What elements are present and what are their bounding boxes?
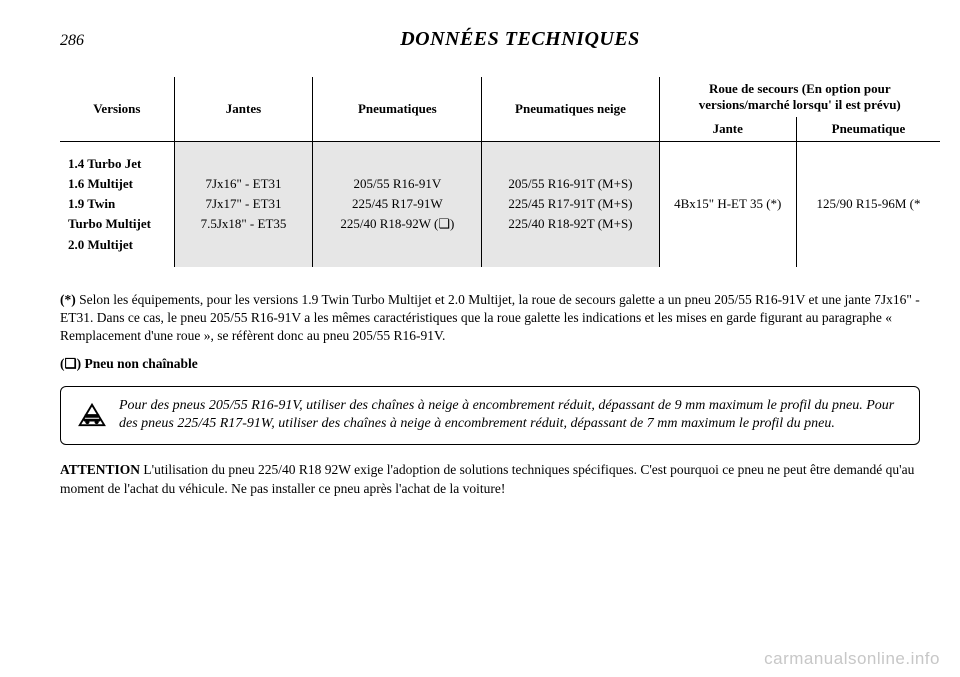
th-jante: Jante — [659, 117, 796, 142]
th-pneu-neige: Pneumatiques neige — [482, 77, 659, 142]
page-title: DONNÉES TECHNIQUES — [120, 28, 920, 51]
td-pneu-neige: 205/55 R16-91T (M+S) 225/45 R17-91T (M+S… — [482, 142, 659, 267]
specs-table: Versions Jantes Pneumatiques Pneumatique… — [60, 77, 940, 267]
attention-text: L'utilisation du pneu 225/40 R18 92W exi… — [60, 462, 914, 496]
note-star: (*) (*) Selon les équipements, pour les … — [60, 291, 920, 346]
td-pneu-roue: 125/90 R15-96M (* — [796, 142, 940, 267]
th-pneumatiques: Pneumatiques — [313, 77, 482, 142]
th-versions: Versions — [60, 77, 174, 142]
note-square: (❏) Pneu non chaînable — [60, 355, 920, 373]
page-number: 286 — [60, 32, 120, 50]
th-roue-secours: Roue de secours (En option pour versions… — [659, 77, 940, 117]
warning-box: Pour des pneus 205/55 R16-91V, utiliser … — [60, 386, 920, 446]
warning-icon — [75, 402, 109, 428]
watermark: carmanualsonline.info — [764, 649, 940, 669]
td-versions: 1.4 Turbo Jet 1.6 Multijet 1.9 Twin Turb… — [60, 142, 174, 267]
td-pneumatiques: 205/55 R16-91V 225/45 R17-91W 225/40 R18… — [313, 142, 482, 267]
th-jantes: Jantes — [174, 77, 313, 142]
td-jantes: 7Jx16" - ET31 7Jx17" - ET31 7.5Jx18" - E… — [174, 142, 313, 267]
attention-paragraph: ATTENTION L'utilisation du pneu 225/40 R… — [60, 461, 920, 499]
warning-text: Pour des pneus 205/55 R16-91V, utiliser … — [119, 397, 905, 435]
attention-lead: ATTENTION — [60, 462, 140, 477]
td-jante-roue: 4Bx15" H-ET 35 (*) — [659, 142, 796, 267]
th-pneumatique: Pneumatique — [796, 117, 940, 142]
